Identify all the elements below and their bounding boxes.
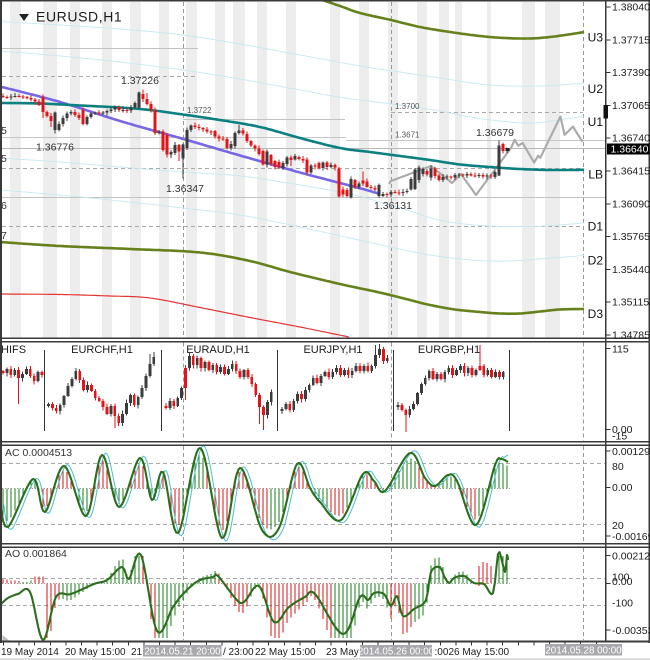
svg-text:1.36131: 1.36131 [374, 200, 412, 212]
svg-text:1.36679: 1.36679 [476, 127, 514, 139]
svg-text:2014.05.21 20:00: 2014.05.21 20:00 [144, 647, 221, 658]
svg-text:-15: -15 [612, 431, 627, 443]
svg-text:0.001299: 0.001299 [612, 446, 650, 458]
svg-text:AC 0.0004513: AC 0.0004513 [5, 447, 72, 459]
svg-text:1.36090: 1.36090 [612, 198, 650, 210]
svg-text:2014.05.28 00:00: 2014.05.28 00:00 [545, 646, 622, 657]
svg-text:HIFS: HIFS [1, 344, 26, 356]
svg-text:0.00: 0.00 [612, 424, 633, 436]
svg-text:6: 6 [1, 200, 7, 212]
svg-text:1.34785: 1.34785 [612, 330, 650, 342]
svg-text:U2: U2 [588, 82, 604, 96]
svg-text:1.36776: 1.36776 [36, 142, 74, 154]
svg-text:115: 115 [612, 344, 629, 356]
svg-text:23 May: 23 May [326, 647, 359, 658]
svg-text:LB: LB [588, 168, 603, 182]
svg-text:1.37226: 1.37226 [121, 75, 159, 87]
svg-text:D1: D1 [588, 220, 604, 234]
svg-text:-0.001693: -0.001693 [612, 531, 650, 543]
svg-text:7: 7 [1, 230, 7, 242]
svg-text:19 May 2014: 19 May 2014 [1, 647, 59, 658]
svg-text:EURAUD,H1: EURAUD,H1 [186, 344, 250, 356]
svg-text:/ 23:00: / 23:00 [223, 647, 254, 658]
svg-text:80: 80 [612, 461, 624, 473]
svg-text:U3: U3 [588, 31, 604, 45]
svg-text:5: 5 [1, 125, 7, 137]
svg-text:1.37065: 1.37065 [612, 100, 650, 112]
svg-text:5: 5 [1, 153, 7, 165]
svg-text:-100: -100 [612, 598, 633, 610]
svg-text:1.35765: 1.35765 [612, 231, 650, 243]
svg-text:1.35440: 1.35440 [612, 264, 650, 276]
svg-text:-0.003539: -0.003539 [612, 625, 650, 637]
svg-text:21: 21 [131, 647, 143, 658]
svg-text:0.00: 0.00 [612, 576, 633, 588]
svg-text:1.38040: 1.38040 [612, 2, 650, 14]
svg-text:1.36740: 1.36740 [612, 133, 650, 145]
svg-text:EURJPY,H1: EURJPY,H1 [303, 344, 362, 356]
svg-text:22 May 15:00: 22 May 15:00 [255, 647, 316, 658]
svg-text:1.37390: 1.37390 [612, 67, 650, 79]
svg-text:20: 20 [612, 520, 624, 532]
svg-text:2014.05.26 00:00: 2014.05.26 00:00 [358, 647, 435, 658]
svg-text:D2: D2 [588, 254, 604, 268]
svg-text:AO 0.001864: AO 0.001864 [5, 548, 67, 560]
svg-text:EURCHF,H1: EURCHF,H1 [71, 344, 133, 356]
svg-text:1.36640: 1.36640 [611, 143, 649, 155]
svg-text:20 May 15:00: 20 May 15:00 [65, 647, 126, 658]
svg-text:26 May 15:00: 26 May 15:00 [449, 647, 510, 658]
svg-text:1.3700: 1.3700 [395, 102, 420, 111]
svg-text:EURUSD,H1: EURUSD,H1 [36, 9, 122, 25]
svg-text:1.37715: 1.37715 [612, 34, 650, 46]
svg-text:100: 100 [612, 572, 630, 584]
svg-text:1.3722: 1.3722 [187, 106, 212, 115]
svg-text:1.3671: 1.3671 [395, 131, 420, 140]
svg-text:0.00: 0.00 [612, 482, 633, 494]
svg-text:U1: U1 [588, 115, 604, 129]
svg-text:1.35115: 1.35115 [612, 297, 649, 309]
svg-text:EURGBP,H1: EURGBP,H1 [418, 344, 480, 356]
svg-text::00: :00 [435, 647, 449, 658]
svg-text:1.36347: 1.36347 [166, 183, 204, 195]
svg-text:1.36415: 1.36415 [612, 166, 650, 178]
svg-text:D3: D3 [588, 307, 604, 321]
